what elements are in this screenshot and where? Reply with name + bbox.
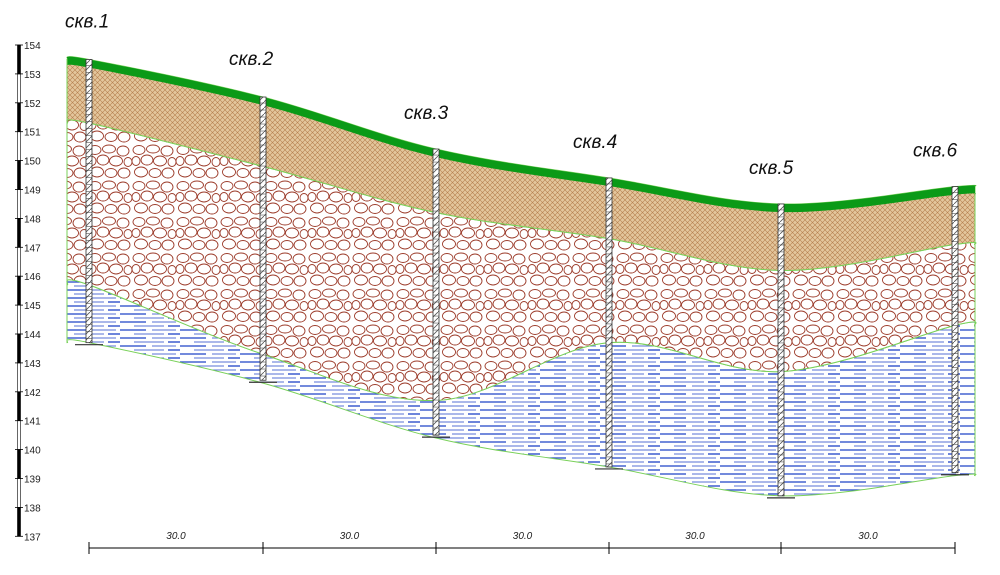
elevation-tick-label: 144 <box>24 330 41 341</box>
scale-block <box>17 160 21 190</box>
well-label: скв.2 <box>229 49 274 70</box>
elevation-tick-label: 140 <box>24 446 41 457</box>
scale-block <box>17 333 21 364</box>
elevation-tick-label: 142 <box>24 388 41 399</box>
well-shaft <box>259 96 267 381</box>
scale-block <box>17 131 21 161</box>
elevation-tick-label: 145 <box>24 301 41 312</box>
elevation-tick-label: 151 <box>24 128 41 139</box>
well-shaft <box>951 186 959 474</box>
well-label: скв.5 <box>749 158 794 179</box>
scale-block <box>17 218 21 248</box>
well-label: скв.4 <box>573 132 617 153</box>
elevation-tick-label: 138 <box>24 503 41 514</box>
distance-label: 30.0 <box>858 531 878 542</box>
topsoil-layer <box>66 56 976 213</box>
elevation-tick-label: 148 <box>24 214 41 225</box>
scale-block <box>17 507 21 537</box>
well-label: скв.6 <box>913 141 958 162</box>
scale-block <box>17 449 21 479</box>
elevation-tick-label: 153 <box>24 70 41 81</box>
well-1[interactable]: скв.1 <box>65 11 109 346</box>
elevation-tick-label: 154 <box>24 41 41 52</box>
scale-block <box>17 420 21 450</box>
well-6[interactable]: скв.6 <box>913 141 969 476</box>
well-4[interactable]: скв.4 <box>573 132 623 470</box>
scale-block <box>17 275 21 306</box>
elevation-tick-label: 150 <box>24 157 41 168</box>
distance-label: 30.0 <box>513 531 533 542</box>
distance-label: 30.0 <box>340 531 360 542</box>
scale-block <box>17 304 21 335</box>
boreholes: скв.1 скв.2 скв.3 скв.4 скв.5 скв.6 <box>65 11 969 499</box>
elevation-tick-label: 137 <box>24 532 41 543</box>
elevation-tick-label: 141 <box>24 417 41 428</box>
scale-block <box>17 189 21 219</box>
scale-block <box>17 102 21 133</box>
well-label: скв.3 <box>404 103 449 124</box>
scale-block <box>17 478 21 508</box>
elevation-tick-label: 149 <box>24 186 41 197</box>
scale-block <box>17 247 21 277</box>
well-shaft <box>605 177 613 468</box>
distance-scale: 30.0 30.0 30.0 30.0 30.0 <box>88 531 956 554</box>
elevation-tick-label: 146 <box>24 272 41 283</box>
scale-block <box>17 73 21 104</box>
elevation-tick-label: 147 <box>24 243 41 254</box>
elevation-tick-label: 143 <box>24 359 41 370</box>
elevation-scale: 154 153 152 151 150 149 148 147 146 145 144 143 142 1… <box>15 41 41 543</box>
scale-block <box>17 362 21 393</box>
elevation-tick-label: 152 <box>24 99 41 110</box>
well-shaft <box>432 148 440 436</box>
well-2[interactable]: скв.2 <box>229 49 277 383</box>
scale-block <box>17 391 21 421</box>
well-3[interactable]: скв.3 <box>404 103 450 438</box>
elevation-tick-label: 139 <box>24 475 41 486</box>
well-5[interactable]: скв.5 <box>749 158 795 499</box>
distance-label: 30.0 <box>685 531 705 542</box>
scale-block <box>17 44 21 75</box>
well-shaft <box>85 59 93 344</box>
soil-layers <box>66 56 977 497</box>
well-label: скв.1 <box>65 11 109 32</box>
distance-label: 30.0 <box>166 531 186 542</box>
